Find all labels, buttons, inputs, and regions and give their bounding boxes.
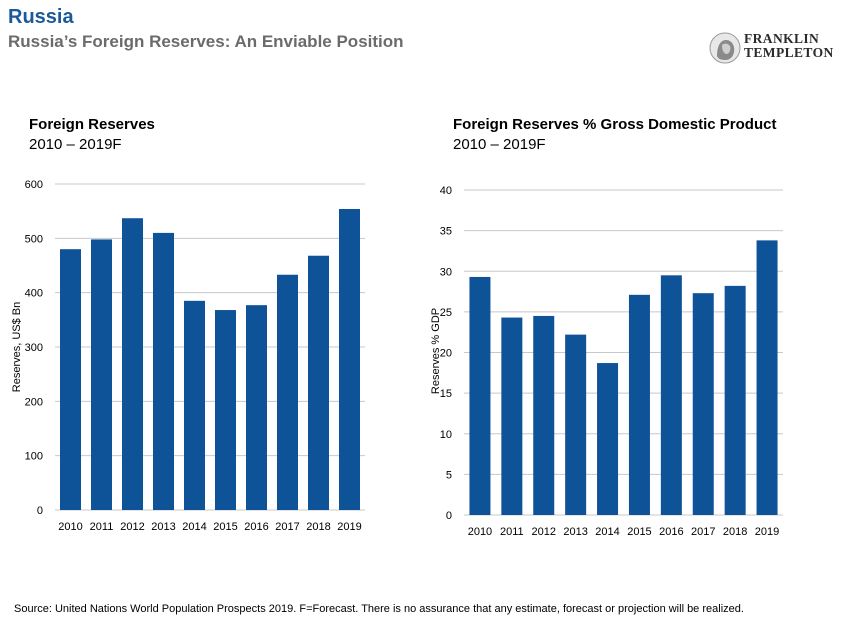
- x-tick-label: 2012: [532, 526, 556, 538]
- chart-1-title: Foreign Reserves: [29, 116, 155, 133]
- bar-2016: [660, 275, 682, 515]
- y-tick-label: 25: [440, 307, 452, 319]
- bar-2013: [153, 232, 174, 510]
- x-tick-label: 2011: [500, 526, 524, 538]
- page-title: Russia: [8, 6, 74, 28]
- bar-2014: [184, 300, 205, 510]
- y-tick-label: 20: [440, 348, 452, 360]
- x-tick-label: 2018: [723, 526, 747, 538]
- x-tick-label: 2016: [659, 526, 683, 538]
- chart-1-subtitle: 2010 – 2019F: [29, 136, 122, 153]
- bar-2018: [724, 285, 746, 515]
- y-tick-label: 5: [446, 469, 452, 481]
- bar-2012: [122, 218, 143, 511]
- x-tick-label: 2013: [151, 521, 175, 533]
- y-tick-label: 15: [440, 388, 452, 400]
- x-tick-label: 2016: [244, 521, 268, 533]
- y-tick-label: 200: [25, 396, 43, 408]
- bar-2013: [565, 334, 587, 515]
- bar-2018: [308, 255, 329, 510]
- chart-2-title: Foreign Reserves % Gross Domestic Produc…: [453, 116, 777, 133]
- x-tick-label: 2019: [337, 521, 361, 533]
- y-tick-label: 30: [440, 266, 452, 278]
- x-tick-label: 2014: [182, 521, 206, 533]
- logo-line-2: TEMPLETON: [744, 45, 834, 60]
- x-tick-label: 2019: [755, 526, 779, 538]
- y-tick-label: 400: [25, 288, 43, 300]
- x-tick-label: 2010: [468, 526, 492, 538]
- foreign-reserves-gdp-bar-chart: 0 5 10 15 20 25 30 35 40 2010 2011 2012 2013 2014 2015…: [430, 185, 783, 538]
- bar-2019: [756, 240, 778, 515]
- bar-2015: [215, 310, 236, 510]
- y-tick-label: 300: [25, 342, 43, 354]
- y-tick-label: 10: [440, 429, 452, 441]
- bar-2017: [692, 293, 714, 515]
- bar-2017: [277, 274, 298, 510]
- x-tick-label: 2017: [691, 526, 715, 538]
- bar-2012: [533, 315, 555, 515]
- bar-2016: [246, 305, 267, 510]
- logo-line-1: FRANKLIN: [744, 31, 820, 46]
- y-axis-label: Reserves % GDP: [430, 308, 442, 394]
- y-tick-label: 500: [25, 233, 43, 245]
- x-tick-label: 2014: [595, 526, 619, 538]
- bar-2010: [60, 249, 81, 510]
- x-tick-label: 2012: [120, 521, 144, 533]
- benjamin-franklin-portrait-icon: [709, 32, 741, 64]
- x-tick-label: 2013: [563, 526, 587, 538]
- y-tick-label: 100: [25, 451, 43, 463]
- bar-2010: [469, 276, 491, 515]
- bar-2011: [501, 317, 523, 515]
- y-tick-label: 35: [440, 226, 452, 238]
- bar-2015: [628, 294, 650, 515]
- x-tick-label: 2018: [306, 521, 330, 533]
- x-tick-label: 2010: [58, 521, 82, 533]
- x-tick-label: 2015: [213, 521, 237, 533]
- bar-2014: [597, 363, 619, 515]
- page-subtitle: Russia’s Foreign Reserves: An Enviable P…: [8, 32, 404, 51]
- franklin-templeton-logo: FRANKLIN TEMPLETON: [708, 30, 848, 64]
- y-tick-label: 0: [37, 505, 43, 517]
- y-axis-label: Reserves, US$ Bn: [11, 302, 23, 392]
- x-tick-label: 2017: [275, 521, 299, 533]
- y-tick-label: 40: [440, 185, 452, 197]
- x-tick-label: 2011: [90, 521, 114, 533]
- x-tick-label: 2015: [627, 526, 651, 538]
- foreign-reserves-bar-chart: 0 100 200 300 400 500 600 2010 2011 2012 2013 2014 2…: [11, 179, 365, 533]
- bar-2011: [91, 239, 112, 511]
- source-footnote: Source: United Nations World Population …: [14, 603, 744, 615]
- bar-2019: [339, 208, 360, 510]
- chart-2-subtitle: 2010 – 2019F: [453, 136, 546, 153]
- y-tick-label: 0: [446, 510, 452, 522]
- y-tick-label: 600: [25, 179, 43, 191]
